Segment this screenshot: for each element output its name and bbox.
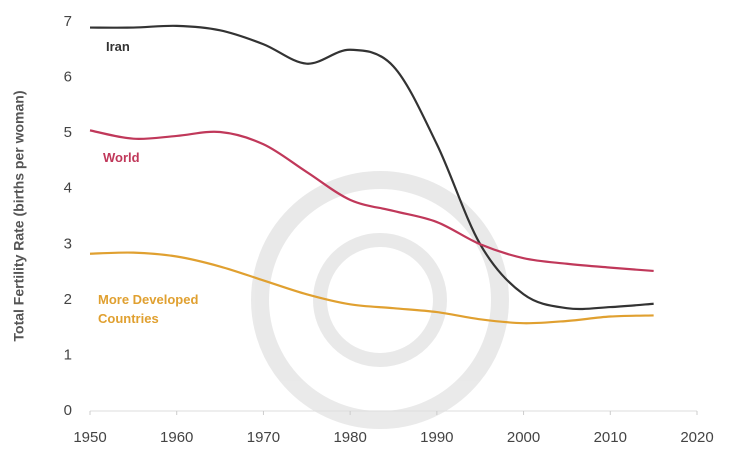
- x-tick-label: 1950: [73, 429, 106, 446]
- y-tick-label: 3: [64, 235, 72, 252]
- series-line: [89, 129, 654, 273]
- y-tick-label: 6: [64, 69, 72, 86]
- x-tick-label: 2010: [594, 429, 627, 446]
- watermark: [251, 171, 509, 429]
- x-tick-label: 2020: [680, 429, 713, 446]
- series-label: Iran: [106, 39, 130, 54]
- y-tick-label: 1: [64, 346, 72, 363]
- x-tick-label: 1980: [333, 429, 366, 446]
- y-axis-label: Total Fertility Rate (births per woman): [11, 91, 27, 342]
- x-tick-label: 1970: [247, 429, 280, 446]
- y-tick-label: 7: [64, 13, 72, 30]
- series-line: [89, 24, 654, 311]
- y-tick-label: 2: [64, 291, 72, 308]
- x-tick-label: 1990: [420, 429, 453, 446]
- x-tick-label: 1960: [160, 429, 193, 446]
- x-tick-label: 2000: [507, 429, 540, 446]
- series-label: More Developed Countries: [98, 292, 199, 326]
- y-tick-label: 4: [64, 180, 72, 197]
- series-label: World: [103, 150, 140, 165]
- y-tick-label: 0: [64, 402, 72, 419]
- y-tick-label: 5: [64, 124, 72, 141]
- series-line: [89, 251, 654, 325]
